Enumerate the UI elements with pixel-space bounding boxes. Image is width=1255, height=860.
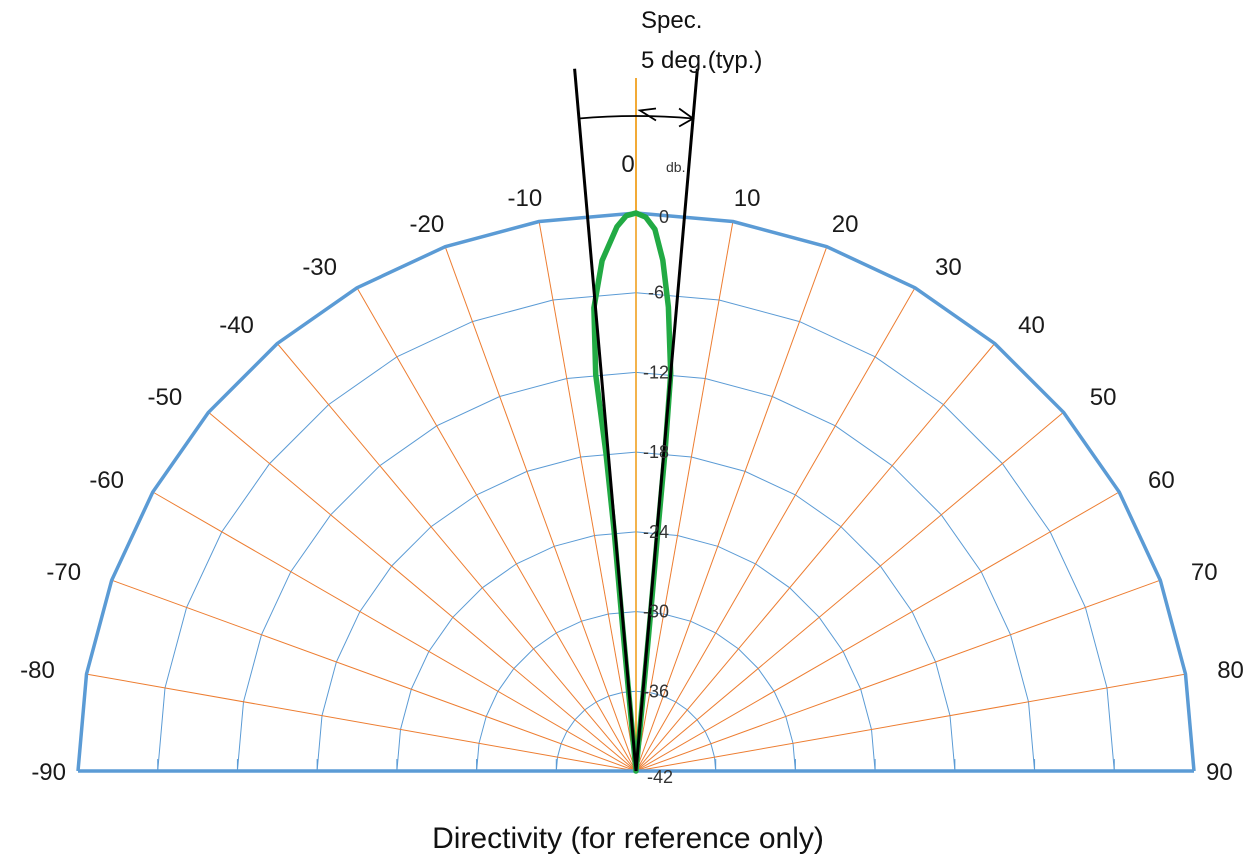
spec-arrow-right: [678, 107, 695, 128]
angle-label-minus90: -90: [31, 759, 66, 786]
angle-label-60: 60: [1148, 467, 1175, 494]
db-label-minus6: -6: [648, 283, 664, 303]
spec-line-right: [634, 68, 699, 772]
angle-label-40: 40: [1018, 312, 1045, 339]
angle-label-30: 30: [935, 254, 962, 281]
spec-annotation: [573, 68, 699, 772]
angle-label-minus10: -10: [508, 185, 543, 212]
spoke-minus50: [208, 411, 637, 772]
spec-line-left: [573, 68, 638, 772]
spec-arrow-left: [637, 107, 657, 122]
angle-label-minus70: -70: [46, 559, 81, 586]
radial-unit-label: db.: [666, 159, 685, 175]
angle-label-minus20: -20: [410, 211, 445, 238]
db-label-minus42: -42: [647, 767, 673, 787]
angle-label-minus80: -80: [20, 657, 55, 684]
db-label-minus24: -24: [643, 522, 669, 542]
spec-label-line-2: 5 deg.(typ.): [641, 47, 762, 74]
db-label-minus18: -18: [643, 442, 669, 462]
spoke-10: [635, 221, 734, 772]
spoke-20: [635, 246, 828, 772]
spoke-minus70: [111, 579, 637, 772]
angle-label-10: 10: [734, 185, 761, 212]
angle-label-minus40: -40: [219, 312, 254, 339]
spoke-minus10: [538, 221, 637, 772]
spoke-minus20: [444, 246, 637, 772]
db-label-minus36: -36: [643, 681, 669, 701]
angle-label-80: 80: [1217, 657, 1244, 684]
db-label-minus30: -30: [643, 602, 669, 622]
angle-label-minus30: -30: [302, 254, 337, 281]
spoke-40: [635, 343, 996, 772]
angle-label-90: 90: [1206, 759, 1233, 786]
spoke-70: [635, 579, 1161, 772]
angle-label-20: 20: [832, 211, 859, 238]
angle-label-0: 0: [621, 151, 634, 178]
spoke-minus80: [86, 673, 637, 772]
spoke-50: [635, 411, 1064, 772]
db-label-0: 0: [659, 207, 669, 227]
spec-arc: [578, 115, 694, 120]
spoke-minus60: [152, 491, 637, 772]
spoke-30: [635, 287, 916, 772]
angle-label-minus60: -60: [89, 467, 124, 494]
spoke-60: [635, 491, 1120, 772]
tick-labels: -90-80-70-60-50-40-30-20-100102030405060…: [20, 151, 1244, 787]
db-label-minus12: -12: [643, 362, 669, 382]
spoke-minus40: [276, 343, 637, 772]
angle-label-50: 50: [1090, 384, 1117, 411]
spoke-80: [635, 673, 1186, 772]
spec-label-line-1: Spec.: [641, 7, 702, 34]
angle-label-70: 70: [1191, 559, 1218, 586]
angle-spokes: [86, 78, 1186, 772]
chart-title: Directivity (for reference only): [432, 822, 824, 855]
spoke-minus30: [356, 287, 637, 772]
angle-label-minus50: -50: [148, 384, 183, 411]
